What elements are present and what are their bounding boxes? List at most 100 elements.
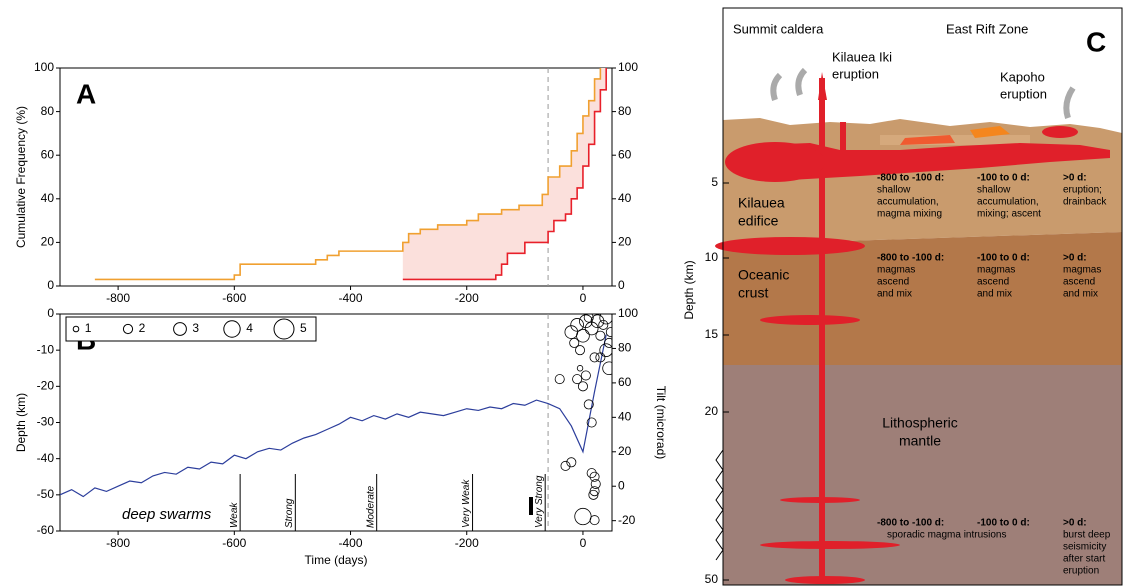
layer-label: Kilauea [738,195,785,211]
earthquake [583,399,594,410]
layer-label: mantle [899,433,941,449]
conduit [819,78,825,584]
y2-tick-label: 80 [618,104,632,118]
earthquake [569,337,580,348]
size-legend-label: 1 [85,321,92,335]
earthquake [566,457,577,468]
y-tick-label: 80 [41,104,55,118]
layer-label: crust [738,285,768,301]
note-text: magmas [977,265,1015,276]
note-range: >0 d: [1063,173,1087,184]
size-legend-marker [72,325,80,333]
y-tick-label: 20 [41,235,55,249]
region-label: Summit caldera [733,21,824,36]
y-tick-label: -20 [37,379,55,393]
depth-tick-label: 15 [705,327,719,341]
earthquake [589,515,600,526]
earthquake [590,314,605,329]
plume [770,67,1076,119]
earthquake [602,361,612,376]
note-range: -100 to 0 d: [977,253,1030,264]
note-text: magma mixing [877,209,942,220]
mantle-sill [785,576,865,584]
y-tick-label: -60 [37,523,55,537]
y-tick-label: 60 [41,147,55,161]
y-tick-label: 0 [47,278,54,292]
note-text: eruption; [1063,185,1102,196]
earthquake [570,318,584,332]
earthquake [589,352,600,363]
size-legend-label: 3 [192,321,199,335]
swarm-label: Moderate [365,485,376,528]
earthquake [605,327,612,338]
summit-reservoir [725,142,825,182]
x-axis-label: Time (days) [305,553,368,567]
scale-bar [529,497,533,515]
size-legend-label: 5 [300,321,307,335]
y2-tick-label: 40 [618,191,632,205]
earthquake [554,374,565,385]
depth-tick-label: 50 [705,572,719,586]
y2-tick-label: 100 [618,60,638,74]
size-legend-marker [122,323,134,335]
depth-tick-label: 20 [705,404,719,418]
y2-tick-label: 60 [618,375,632,389]
note-text: magmas [877,265,915,276]
y-axis-label: Cumulative Frequency (%) [14,106,28,248]
edifice-highlight [880,135,1030,145]
size-legend-marker [223,320,241,338]
earthquake [572,374,583,385]
note-text: seismicity [1063,542,1106,553]
y2-tick-label: 0 [618,278,625,292]
layer-label: Oceanic [738,267,789,283]
earthquake [576,328,590,343]
y-axis-label: Depth (km) [14,393,28,452]
depth-tick-label: 10 [705,250,719,264]
earthquake [599,343,612,357]
size-legend-label: 2 [139,321,146,335]
region-label: East Rift Zone [946,21,1028,36]
earthquake [589,471,600,482]
earthquake [588,489,599,500]
note-text: eruption [1063,566,1099,577]
earthquake [577,381,588,392]
x-tick-label: -800 [106,536,130,550]
y2-tick-label: 0 [618,478,625,492]
eruption-label: Kilauea Iki [832,49,892,64]
mantle-sill [760,541,900,549]
earthquake [583,314,594,323]
plot-content [60,314,612,526]
y2-tick-label: -20 [618,513,636,527]
y2-axis-label: Tilt (microrad) [654,386,668,460]
note-range: -100 to 0 d: [977,518,1030,529]
axis-break [715,449,724,561]
earthquake [575,345,586,356]
earthquake [560,460,571,471]
note-text: and mix [877,289,912,300]
crust-sill [715,237,865,255]
note-range: >0 d: [1063,253,1087,264]
fill-between [402,68,607,280]
size-legend-marker [173,322,187,336]
plot-frame [59,67,613,287]
swarms-label: deep swarms [122,506,212,523]
note-text: sporadic magma intrusions [887,530,1007,541]
swarm-label: Very Strong [534,475,545,528]
mantle-sill [780,497,860,503]
fountain [818,72,827,100]
plot-content [94,68,607,281]
note-text: and mix [977,289,1012,300]
earthquake [576,365,584,372]
note-range: -800 to -100 d: [877,253,944,264]
x-tick-label: -200 [455,536,479,550]
note-text: burst deep [1063,530,1111,541]
step-line [94,68,602,281]
note-text: accumulation, [877,197,939,208]
note-text: shallow [877,185,911,196]
note-text: drainback [1063,197,1107,208]
earthquake [586,417,597,428]
step-line [402,68,607,281]
y2-tick-label: 100 [618,306,638,320]
y-tick-label: -30 [37,415,55,429]
swarm-label: Very Weak [461,479,472,528]
